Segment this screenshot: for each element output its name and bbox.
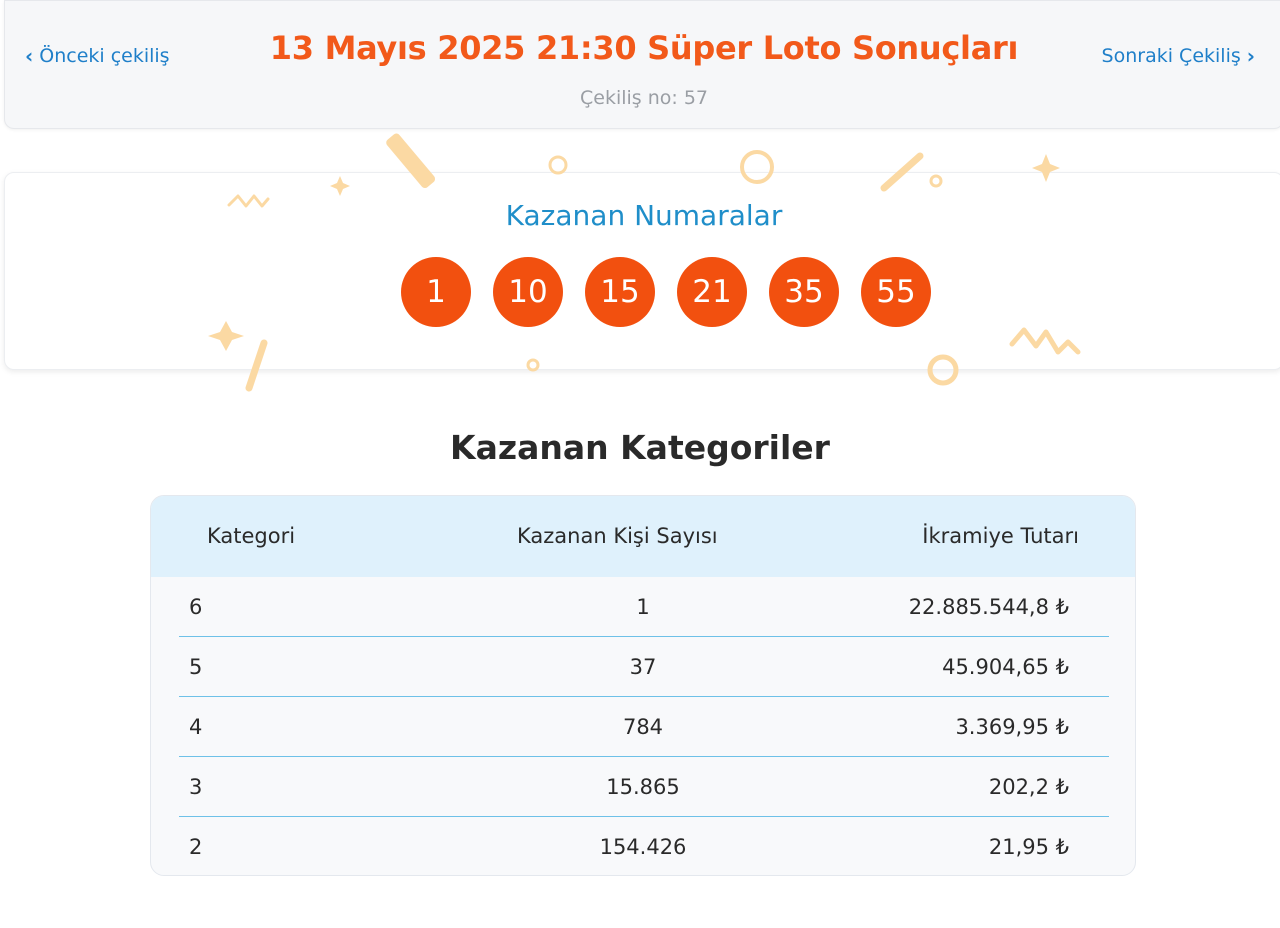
cell-category: 2 (189, 835, 203, 859)
table-row: 6 1 22.885.544,8 ₺ (179, 577, 1109, 637)
draw-number: Çekiliş no: 57 (579, 87, 709, 109)
chevron-left-icon: ‹ (25, 44, 34, 68)
cell-category: 5 (189, 655, 203, 679)
column-header-winners: Kazanan Kişi Sayısı (517, 524, 718, 548)
table-header: Kategori Kazanan Kişi Sayısı İkramiye Tu… (151, 496, 1135, 577)
cell-winners: 37 (629, 655, 657, 679)
cell-prize: 202,2 ₺ (988, 775, 1069, 799)
categories-table: Kategori Kazanan Kişi Sayısı İkramiye Tu… (150, 495, 1136, 876)
winning-numbers-heading: Kazanan Numaralar (505, 199, 783, 232)
column-header-category: Kategori (207, 524, 296, 548)
next-draw-link[interactable]: Sonraki Çekiliş › (1102, 45, 1255, 67)
table-row: 4 784 3.369,95 ₺ (179, 697, 1109, 757)
cell-prize: 45.904,65 ₺ (942, 655, 1069, 679)
column-header-prize: İkramiye Tutarı (922, 524, 1079, 548)
page-title: 13 Mayıs 2025 21:30 Süper Loto Sonuçları (269, 29, 1019, 67)
cell-prize: 22.885.544,8 ₺ (908, 595, 1069, 619)
cell-prize: 3.369,95 ₺ (955, 715, 1069, 739)
confetti-ring-icon (548, 155, 568, 175)
cell-prize: 21,95 ₺ (988, 835, 1069, 859)
draw-header: ‹ Önceki çekiliş 13 Mayıs 2025 21:30 Süp… (4, 0, 1280, 129)
winning-numbers: 1 10 15 21 35 55 (401, 257, 931, 327)
winning-numbers-card: Kazanan Numaralar 1 10 15 21 35 55 (4, 172, 1280, 370)
cell-winners: 784 (622, 715, 664, 739)
table-row: 2 154.426 21,95 ₺ (179, 817, 1109, 875)
number-ball: 1 (401, 257, 471, 327)
number-ball: 21 (677, 257, 747, 327)
cell-winners: 1 (636, 595, 650, 619)
categories-heading: Kazanan Kategoriler (450, 428, 830, 467)
table-row: 5 37 45.904,65 ₺ (179, 637, 1109, 697)
number-ball: 35 (769, 257, 839, 327)
cell-winners: 15.865 (606, 775, 680, 799)
chevron-right-icon: › (1246, 44, 1255, 68)
cell-category: 4 (189, 715, 203, 739)
number-ball: 15 (585, 257, 655, 327)
next-draw-label: Sonraki Çekiliş (1101, 45, 1241, 67)
previous-draw-label: Önceki çekiliş (39, 45, 170, 67)
previous-draw-link[interactable]: ‹ Önceki çekiliş (25, 45, 170, 67)
table-row: 3 15.865 202,2 ₺ (179, 757, 1109, 817)
cell-category: 6 (189, 595, 203, 619)
cell-winners: 154.426 (599, 835, 687, 859)
number-ball: 55 (861, 257, 931, 327)
number-ball: 10 (493, 257, 563, 327)
cell-category: 3 (189, 775, 203, 799)
